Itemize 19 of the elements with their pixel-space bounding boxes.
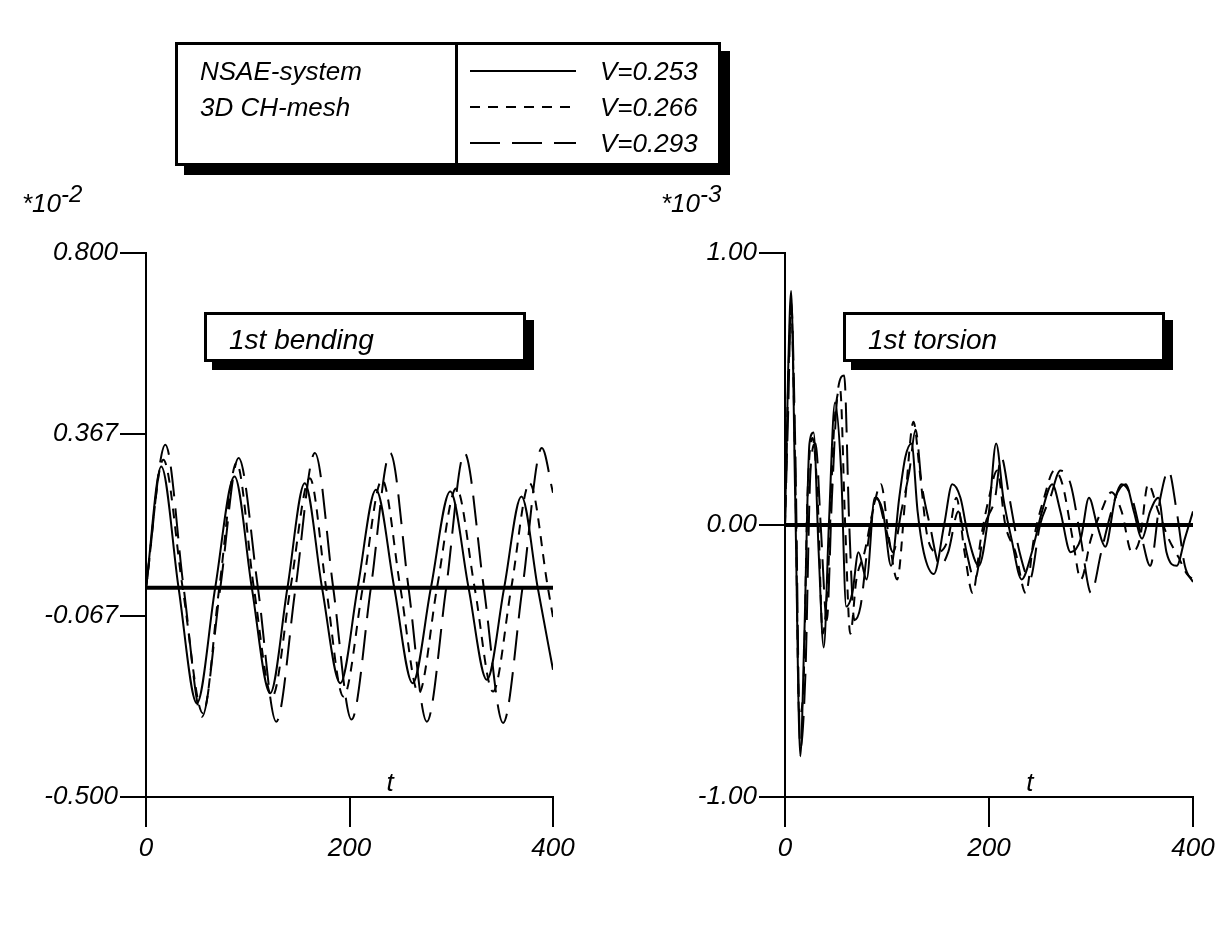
legend-label: V=0.266	[600, 91, 698, 124]
y-tick-label: 0.800	[52, 236, 119, 267]
y-tick-label: 1.00	[706, 236, 758, 267]
y-tick-label: -1.00	[697, 780, 758, 811]
x-tick-label: 200	[326, 831, 372, 862]
x-tick-label: 0	[138, 831, 154, 862]
legend-label: V=0.293	[600, 127, 698, 160]
legend-title: NSAE-system 3D CH-mesh	[178, 45, 458, 163]
x-tick-label: 200	[966, 831, 1012, 862]
y-tick-label: 0.367	[52, 417, 120, 448]
y-tick-label: -0.500	[44, 780, 119, 811]
x-axis-title: t	[386, 767, 396, 797]
x-tick-label: 0	[777, 831, 793, 862]
x-tick-label: 400	[1171, 831, 1216, 862]
legend-label: V=0.253	[600, 55, 698, 88]
y-tick-label: 0.00	[706, 508, 758, 539]
x-tick-label: 400	[531, 831, 576, 862]
y-tick-label: -0.067	[44, 599, 120, 630]
x-axis-title: t	[1026, 767, 1036, 797]
